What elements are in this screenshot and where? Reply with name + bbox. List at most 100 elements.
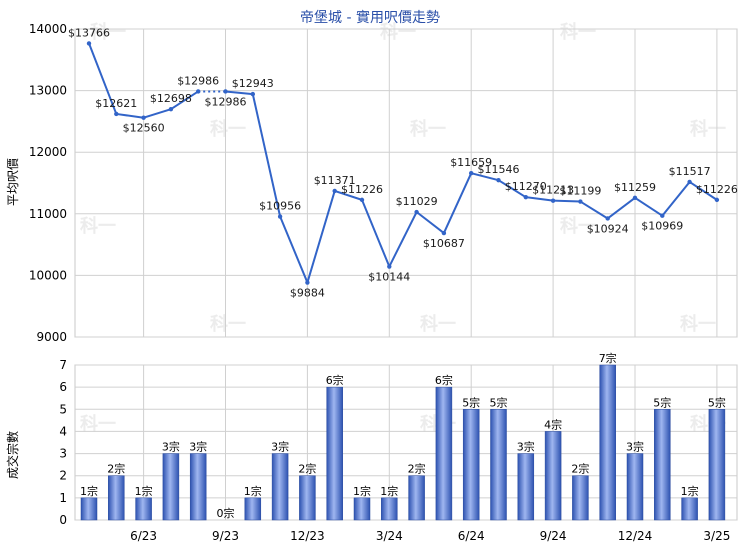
watermark-text: 科一 xyxy=(410,118,446,140)
line-point xyxy=(523,194,528,200)
bar-value-label: 3宗 xyxy=(162,440,180,454)
x-tick-label: 6/24 xyxy=(458,529,485,543)
watermark-text: 科一 xyxy=(560,21,596,43)
watermark-text: 科一 xyxy=(560,215,596,237)
bar-value-label: 2宗 xyxy=(571,462,589,476)
line-point xyxy=(196,89,201,94)
bar-ytick-label: 4 xyxy=(59,424,67,438)
line-ytick-label: 11000 xyxy=(29,207,67,221)
watermark-text: 科一 xyxy=(90,21,126,43)
line-ytick-label: 14000 xyxy=(29,22,67,36)
line-point-label: $10969 xyxy=(641,220,683,233)
bar xyxy=(381,497,398,521)
x-tick-label: 12/23 xyxy=(290,529,325,543)
line-point xyxy=(277,214,283,219)
line-segment xyxy=(497,179,527,199)
bar xyxy=(490,409,507,521)
line-point-label: $12943 xyxy=(232,77,274,90)
bar-value-label: 3宗 xyxy=(626,440,644,454)
line-point xyxy=(687,179,692,185)
bar xyxy=(544,431,562,521)
bar xyxy=(626,453,644,521)
bar xyxy=(681,497,698,521)
line-point xyxy=(305,280,310,285)
line-segment xyxy=(88,43,118,115)
line-segment xyxy=(143,108,172,119)
line-point-label: $10144 xyxy=(368,271,410,284)
bar-value-label: 1宗 xyxy=(380,484,398,498)
bar xyxy=(572,475,589,521)
line-point-label: $11029 xyxy=(396,195,438,208)
line-ytick-label: 12000 xyxy=(29,145,67,159)
line-point xyxy=(387,264,392,269)
line-point-label: $12560 xyxy=(123,122,165,135)
line-segment xyxy=(689,181,718,201)
bar-ylabel: 成交宗數 xyxy=(5,431,20,479)
line-point-label: $12986 xyxy=(177,74,219,87)
bar-value-label: 3宗 xyxy=(271,440,289,454)
bar-value-label: 2宗 xyxy=(107,462,125,476)
bar-value-label: 7宗 xyxy=(599,351,617,365)
bar-ytick-label: 0 xyxy=(59,513,67,527)
x-tick-label: 9/24 xyxy=(540,529,567,543)
x-tick-label: 6/23 xyxy=(130,529,157,543)
line-point-label: $11226 xyxy=(341,183,383,196)
chart-title: 帝堡城 - 實用呎價走勢 xyxy=(300,9,440,26)
line-point-label: $11226 xyxy=(696,183,738,196)
bar-value-label: 0宗 xyxy=(217,506,235,520)
line-point xyxy=(86,41,92,46)
watermark-text: 科一 xyxy=(210,313,246,335)
line-point-label: $11259 xyxy=(614,181,656,194)
bar xyxy=(189,453,207,521)
bar-value-label: 5宗 xyxy=(490,395,508,409)
line-point xyxy=(223,89,228,94)
line-point-label: $12621 xyxy=(95,97,137,110)
bar xyxy=(299,475,316,521)
line-point-label: $11659 xyxy=(450,156,492,169)
line-point xyxy=(496,177,501,183)
line-point-label: $10924 xyxy=(587,222,629,235)
watermark-text: 科一 xyxy=(80,215,116,237)
bar-value-label: 1宗 xyxy=(681,484,699,498)
watermark-text: 科一 xyxy=(690,118,726,140)
watermark-text: 科一 xyxy=(420,313,456,335)
bar xyxy=(654,409,671,521)
line-segment xyxy=(579,200,609,220)
bar-value-label: 6宗 xyxy=(326,373,344,387)
line-segment xyxy=(306,190,336,283)
bar-value-label: 3宗 xyxy=(189,440,207,454)
bar-ytick-label: 1 xyxy=(59,491,67,505)
line-point-label: $11371 xyxy=(314,174,356,187)
bar-value-label: 2宗 xyxy=(298,462,316,476)
line-point-label: $10956 xyxy=(259,200,301,213)
line-point xyxy=(660,213,665,218)
line-point xyxy=(250,91,255,97)
line-point xyxy=(114,111,119,117)
bar xyxy=(599,364,616,521)
bar xyxy=(408,475,425,521)
bar-ytick-label: 6 xyxy=(59,380,67,394)
line-point xyxy=(141,115,146,120)
line-point xyxy=(605,216,610,221)
bar-ytick-label: 7 xyxy=(59,358,67,372)
line-point xyxy=(441,230,447,236)
bar xyxy=(326,386,343,521)
bar xyxy=(708,409,726,521)
line-segment xyxy=(251,93,282,217)
line-point xyxy=(332,188,337,194)
line-segment xyxy=(525,196,554,202)
line-segment xyxy=(170,90,199,111)
line-segment xyxy=(607,197,636,220)
bar xyxy=(244,497,262,521)
bar-value-label: 1宗 xyxy=(135,484,153,498)
bar xyxy=(271,453,289,521)
line-segment xyxy=(388,211,418,267)
line-segment xyxy=(279,216,309,283)
bar-value-label: 2宗 xyxy=(408,462,426,476)
bar-value-label: 5宗 xyxy=(653,395,671,409)
line-segment xyxy=(442,172,473,234)
line-segment xyxy=(470,172,499,182)
line-segment xyxy=(661,181,691,217)
